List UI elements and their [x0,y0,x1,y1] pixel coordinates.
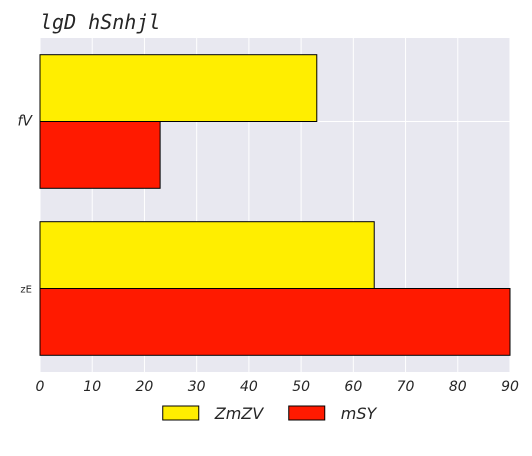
y-tick-label-0: fV [17,114,33,130]
legend-label-mSY: mSY [341,404,378,423]
x-axis-ticks: 0 10 20 30 40 50 60 70 80 90 [36,379,519,395]
x-tick-label-8: 80 [449,379,467,395]
x-tick-label-7: 70 [397,379,415,395]
x-tick-label-3: 30 [188,379,206,395]
x-tick-label-0: 0 [36,379,45,395]
x-tick-label-4: 40 [240,379,258,395]
x-tick-label-6: 60 [344,379,362,395]
bar-ZmZV-zE [39,221,375,289]
bars [39,54,511,356]
y-axis-ticks: fV zE [17,114,33,296]
bar-mSY-fV [39,121,161,189]
legend-label-ZmZV: ZmZV [214,404,265,423]
x-tick-label-9: 90 [501,379,519,395]
y-tick-label-1: zE [20,285,32,296]
x-tick-label-5: 50 [292,379,310,395]
x-tick-label-1: 10 [83,379,101,395]
chart-title: lgD hSnhjl [40,10,160,34]
legend-swatch-ZmZV [162,405,200,421]
legend: ZmZV mSY [162,404,378,423]
legend-swatch-mSY [288,405,326,421]
x-tick-label-2: 20 [136,379,154,395]
bar-mSY-zE [39,288,511,356]
bar-ZmZV-fV [39,54,318,123]
